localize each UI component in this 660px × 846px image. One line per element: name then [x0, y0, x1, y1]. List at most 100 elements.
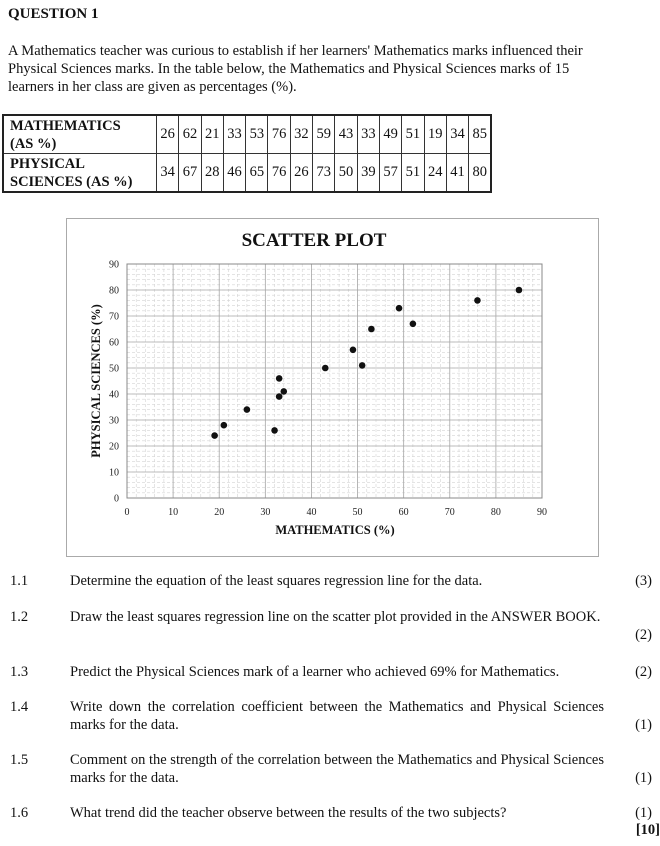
data-point	[409, 320, 417, 328]
question-marks: (1)	[635, 717, 652, 733]
question-number: 1.5	[10, 752, 29, 768]
maths-cell: 62	[178, 114, 202, 154]
data-point	[515, 286, 523, 294]
science-cell: 28	[200, 153, 224, 193]
x-tick-label: 90	[537, 507, 547, 518]
maths-label-line1: MATHEMATICS	[10, 117, 121, 134]
question-text: Comment on the strength of the correlati…	[70, 752, 604, 786]
science-cell: 26	[289, 153, 314, 193]
x-tick-label: 50	[353, 507, 363, 518]
maths-cell: 34	[445, 114, 470, 154]
science-cell: 76	[267, 153, 291, 193]
x-tick-label: 40	[306, 507, 316, 518]
x-tick-label: 70	[445, 507, 455, 518]
y-axis-label: PHYSICAL SCIENCES (%)	[89, 304, 103, 458]
y-tick-label: 60	[109, 338, 119, 349]
x-tick-label: 20	[214, 507, 224, 518]
science-cell: 73	[312, 153, 336, 193]
science-label-line1: PHYSICAL	[10, 155, 85, 172]
y-tick-label: 20	[109, 442, 119, 453]
science-cell: 46	[222, 153, 247, 193]
maths-cell: 26	[155, 114, 180, 154]
science-cell: 41	[445, 153, 470, 193]
marks-table: MATHEMATICS (AS %) 26 62 21 33 53 76 32 59 43 33 4…	[2, 114, 493, 193]
maths-row-label: MATHEMATICS (AS %)	[2, 114, 157, 154]
science-cell: 65	[245, 153, 269, 193]
y-tick-label: 0	[114, 494, 119, 505]
question-text: Write down the correlation coefficient b…	[70, 699, 604, 733]
maths-cell: 19	[423, 114, 447, 154]
y-tick-label: 90	[109, 260, 119, 271]
question-number: 1.6	[10, 805, 29, 821]
data-point	[271, 427, 278, 434]
y-tick-label: 10	[109, 468, 119, 479]
science-cell: 57	[378, 153, 403, 193]
maths-cell: 85	[468, 114, 492, 154]
science-row-label: PHYSICAL SCIENCES (AS %)	[2, 153, 157, 193]
question-marks: (1)	[635, 770, 652, 786]
maths-label-line2: (AS %)	[10, 135, 57, 152]
question-text: Predict the Physical Sciences mark of a …	[70, 664, 560, 680]
maths-row: MATHEMATICS (AS %) 26 62 21 33 53 76 32 59 43 33 4…	[2, 114, 492, 154]
question-marks: (2)	[635, 627, 652, 643]
question-text: Determine the equation of the least squa…	[70, 573, 483, 589]
science-row: PHYSICAL SCIENCES (AS %) 34 67 28 46 65 76 26 7…	[2, 153, 492, 193]
maths-cell: 51	[401, 114, 425, 154]
data-point	[275, 393, 283, 400]
x-axis-label: MATHEMATICS (%)	[275, 523, 394, 537]
intro-paragraph: A Mathematics teacher was curious to est…	[8, 43, 583, 95]
question-heading: QUESTION 1	[8, 6, 99, 22]
plot-frame	[126, 263, 543, 499]
data-point	[243, 406, 251, 413]
total-marks: [10]	[635, 822, 660, 838]
x-tick-label: 60	[399, 507, 409, 518]
data-point	[358, 362, 366, 369]
science-cell: 67	[178, 153, 202, 193]
maths-cell: 21	[200, 114, 224, 154]
x-tick-label: 10	[168, 507, 178, 518]
chart-title: SCATTER PLOT	[242, 230, 387, 251]
data-point	[280, 388, 288, 395]
data-point	[321, 364, 329, 372]
maths-cell: 76	[267, 114, 291, 154]
data-point	[275, 375, 283, 382]
question-marks: (3)	[635, 573, 652, 589]
x-tick-label: 30	[260, 507, 270, 518]
question-marks: (2)	[635, 664, 652, 680]
question-text: Draw the least squares regression line o…	[70, 609, 601, 625]
x-tick-label: 0	[125, 507, 130, 518]
x-tick-label: 80	[491, 507, 501, 518]
data-point	[474, 297, 481, 304]
science-cell: 24	[423, 153, 447, 193]
data-point	[395, 304, 403, 312]
y-tick-label: 30	[109, 416, 119, 427]
data-point	[349, 346, 357, 354]
data-point	[220, 421, 228, 429]
maths-cell: 33	[222, 114, 247, 154]
data-point	[368, 325, 375, 333]
question-number: 1.3	[10, 664, 29, 680]
y-tick-label: 70	[109, 312, 119, 323]
scatter-plot: 0 10 20 30 40 50 60 70 80 90 0 10 20 30 40 50 60 70 80 90 SC…	[89, 230, 547, 537]
y-tick-label: 80	[109, 286, 119, 297]
question-marks: (1)	[635, 805, 652, 821]
maths-cell: 49	[378, 114, 403, 154]
scatter-plot-panel: 0 10 20 30 40 50 60 70 80 90 0 10 20 30 40 50 60 70 80 90 SC…	[66, 218, 599, 557]
y-tick-label: 50	[109, 364, 119, 375]
y-tick-label: 40	[109, 390, 119, 401]
science-cell: 39	[356, 153, 380, 193]
data-point	[211, 432, 218, 439]
science-cell: 50	[334, 153, 358, 193]
question-number: 1.4	[10, 699, 29, 715]
science-cell: 80	[468, 153, 492, 193]
question-text: What trend did the teacher observe betwe…	[70, 805, 507, 821]
science-cell: 34	[155, 153, 180, 193]
maths-cell: 53	[245, 114, 269, 154]
maths-cell: 43	[334, 114, 358, 154]
question-number: 1.2	[10, 609, 29, 625]
science-label-line2: SCIENCES (AS %)	[10, 173, 133, 190]
maths-cell: 32	[289, 114, 314, 154]
maths-cell: 33	[356, 114, 380, 154]
maths-cell: 59	[312, 114, 336, 154]
question-number: 1.1	[10, 573, 29, 589]
